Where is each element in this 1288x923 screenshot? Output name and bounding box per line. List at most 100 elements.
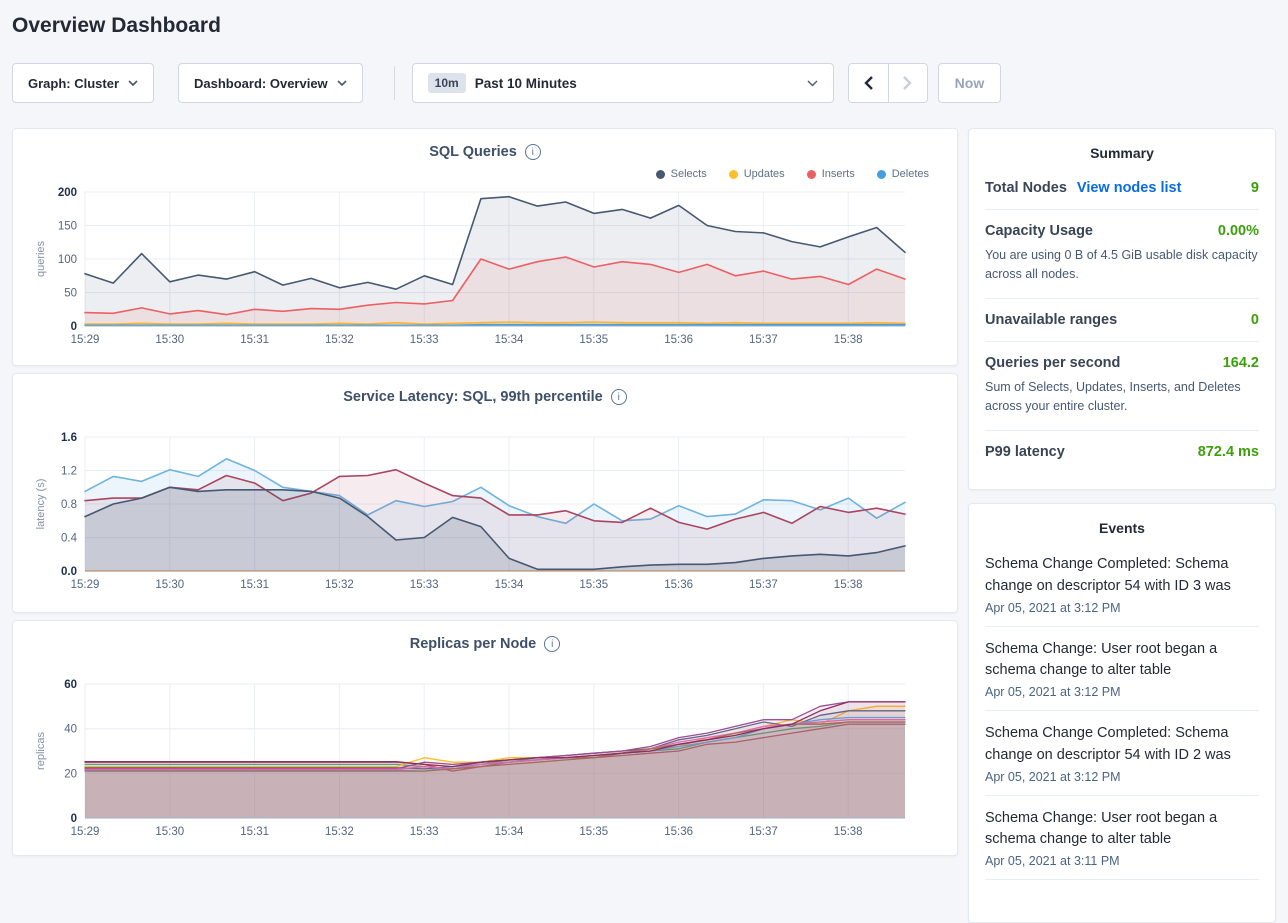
chart-title-text: Service Latency: SQL, 99th percentile xyxy=(343,389,603,405)
svg-text:15:32: 15:32 xyxy=(325,826,354,838)
chevron-right-icon xyxy=(903,76,912,90)
chart-title-text: SQL Queries xyxy=(429,144,517,160)
chevron-down-icon xyxy=(807,80,818,87)
info-icon[interactable]: i xyxy=(544,636,561,652)
event-item: Schema Change: User root began a schema … xyxy=(985,796,1259,880)
svg-text:20: 20 xyxy=(64,768,77,780)
chevron-down-icon xyxy=(128,80,138,86)
svg-text:15:32: 15:32 xyxy=(325,334,354,346)
sidebar: Summary Total Nodes View nodes list 9 Ca… xyxy=(968,128,1276,923)
events-title: Events xyxy=(1099,520,1145,536)
svg-text:15:29: 15:29 xyxy=(71,334,100,346)
qps-description: Sum of Selects, Updates, Inserts, and De… xyxy=(985,379,1241,414)
svg-text:15:34: 15:34 xyxy=(495,826,524,838)
event-timestamp: Apr 05, 2021 at 3:11 PM xyxy=(985,854,1120,868)
svg-text:15:37: 15:37 xyxy=(749,579,778,591)
toolbar-divider xyxy=(393,66,395,100)
svg-text:0.4: 0.4 xyxy=(61,533,78,545)
svg-text:0: 0 xyxy=(71,321,77,333)
event-text: Schema Change Completed: Schema change o… xyxy=(985,556,1231,594)
event-text: Schema Change: User root began a schema … xyxy=(985,809,1218,848)
event-item: Schema Change Completed: Schema change o… xyxy=(985,711,1259,796)
svg-text:15:33: 15:33 xyxy=(410,579,439,591)
svg-text:queries: queries xyxy=(35,240,47,277)
svg-text:15:38: 15:38 xyxy=(834,334,863,346)
summary-row-total-nodes: Total Nodes View nodes list 9 xyxy=(985,167,1259,210)
svg-text:0.0: 0.0 xyxy=(61,566,77,578)
time-forward-button[interactable] xyxy=(887,64,927,102)
unavailable-ranges-value: 0 xyxy=(1250,311,1259,328)
capacity-description: You are using 0 B of 4.5 GiB usable disk… xyxy=(985,248,1258,282)
svg-text:15:29: 15:29 xyxy=(71,579,100,591)
dashboard-selector-dropdown[interactable]: Dashboard: Overview xyxy=(178,63,363,103)
legend-dot-icon xyxy=(728,169,738,179)
legend-dot-icon xyxy=(655,169,665,179)
p99-latency-value: 872.4 ms xyxy=(1197,443,1259,460)
info-icon[interactable]: i xyxy=(610,389,627,405)
toolbar: Graph: Cluster Dashboard: Overview 10m P… xyxy=(12,63,1276,103)
svg-text:15:35: 15:35 xyxy=(579,826,608,838)
summary-panel: Summary Total Nodes View nodes list 9 Ca… xyxy=(968,128,1276,490)
info-icon[interactable]: i xyxy=(524,144,541,160)
graph-selector-label: Graph: Cluster xyxy=(28,75,120,91)
qps-label: Queries per second xyxy=(985,354,1121,371)
total-nodes-label: Total Nodes xyxy=(985,180,1067,196)
chart-legend: Selects Updates Inserts Deletes xyxy=(31,166,939,182)
time-pager xyxy=(847,63,928,103)
svg-text:0.8: 0.8 xyxy=(61,499,77,511)
svg-text:15:30: 15:30 xyxy=(155,334,184,346)
svg-text:15:29: 15:29 xyxy=(71,826,100,838)
service-latency-card: Service Latency: SQL, 99th percentile i … xyxy=(12,373,958,613)
summary-row-p99: P99 latency 872.4 ms xyxy=(985,431,1259,473)
svg-text:latency (s): latency (s) xyxy=(35,479,47,530)
now-button[interactable]: Now xyxy=(937,63,1002,103)
chevron-left-icon xyxy=(863,76,873,90)
time-back-button[interactable] xyxy=(848,64,888,102)
svg-text:15:35: 15:35 xyxy=(579,334,608,346)
events-panel: Events Schema Change Completed: Schema c… xyxy=(968,503,1276,923)
chart-title-text: Replicas per Node xyxy=(409,636,537,652)
svg-text:200: 200 xyxy=(58,187,77,199)
legend-dot-icon xyxy=(876,169,886,179)
page-title: Overview Dashboard xyxy=(12,14,221,37)
svg-text:15:38: 15:38 xyxy=(834,579,863,591)
capacity-value: 0.00% xyxy=(1217,223,1259,239)
graph-selector-dropdown[interactable]: Graph: Cluster xyxy=(12,63,155,103)
svg-text:15:31: 15:31 xyxy=(240,579,269,591)
replicas-per-node-card: Replicas per Node i 15:29 15:30 15:31 15:32… xyxy=(12,620,958,856)
replicas-per-node-chart[interactable]: 15:29 15:30 15:31 15:32 15:33 15:34 15:35 15:36… xyxy=(31,678,939,849)
svg-text:15:31: 15:31 xyxy=(240,334,269,346)
unavailable-ranges-label: Unavailable ranges xyxy=(985,311,1118,328)
svg-text:15:36: 15:36 xyxy=(664,334,693,346)
legend-item: Updates xyxy=(728,166,785,182)
svg-text:15:33: 15:33 xyxy=(410,826,439,838)
dashboard-selector-label: Dashboard: Overview xyxy=(194,75,328,91)
svg-text:15:30: 15:30 xyxy=(155,826,184,838)
time-range-picker[interactable]: 10m Past 10 Minutes xyxy=(411,63,834,103)
summary-title: Summary xyxy=(1090,145,1154,161)
summary-row-capacity: Capacity Usage 0.00% You are using 0 B o… xyxy=(985,210,1259,299)
svg-text:15:38: 15:38 xyxy=(834,826,863,838)
sql-queries-chart[interactable]: 15:29 15:30 15:31 15:32 15:33 15:34 15:35 15:36… xyxy=(31,186,939,357)
view-nodes-list-link[interactable]: View nodes list xyxy=(1076,180,1182,196)
legend-item: Selects xyxy=(655,166,707,182)
svg-text:15:35: 15:35 xyxy=(579,579,608,591)
svg-text:15:37: 15:37 xyxy=(749,826,778,838)
svg-text:15:36: 15:36 xyxy=(664,579,693,591)
service-latency-chart[interactable]: 15:29 15:30 15:31 15:32 15:33 15:34 15:35 15:36… xyxy=(31,431,939,602)
chart-title: Replicas per Node i xyxy=(31,636,939,652)
svg-text:15:32: 15:32 xyxy=(325,579,354,591)
svg-text:15:34: 15:34 xyxy=(495,334,524,346)
legend-item: Deletes xyxy=(876,166,929,182)
svg-text:15:37: 15:37 xyxy=(749,334,778,346)
event-item: Schema Change Completed: Schema change o… xyxy=(985,542,1259,627)
summary-row-unavailable: Unavailable ranges 0 xyxy=(985,299,1259,342)
event-text: Schema Change: User root began a schema … xyxy=(985,640,1218,679)
svg-text:15:30: 15:30 xyxy=(155,579,184,591)
svg-text:60: 60 xyxy=(64,679,77,691)
event-timestamp: Apr 05, 2021 at 3:12 PM xyxy=(985,685,1121,699)
charts-column: SQL Queries i Selects Updates Inserts De… xyxy=(12,128,958,856)
svg-text:15:34: 15:34 xyxy=(495,579,524,591)
event-item: Schema Change: User root began a schema … xyxy=(985,627,1259,711)
svg-text:1.2: 1.2 xyxy=(61,466,77,478)
